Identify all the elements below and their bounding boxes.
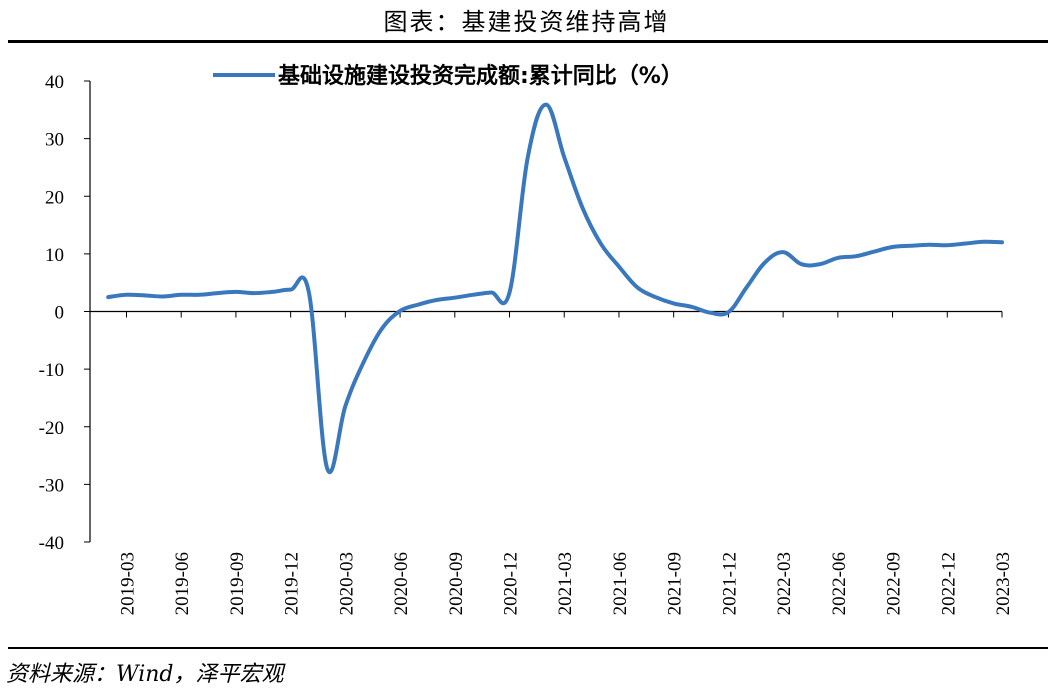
bottom-divider	[8, 647, 1048, 649]
y-tick-label: 30	[45, 130, 64, 151]
legend: 基础设施建设投资完成额:累计同比（%）	[213, 63, 683, 89]
source-note: 资料来源：Wind，泽平宏观	[6, 662, 284, 687]
x-tick-label: 2019-06	[172, 552, 193, 615]
x-tick-label: 2021-03	[555, 552, 576, 615]
y-tick-label: 10	[45, 245, 64, 266]
x-tick-label: 2021-09	[665, 552, 686, 615]
x-tick-label: 2020-03	[336, 552, 357, 615]
x-tick-label: 2022-03	[774, 552, 795, 615]
y-axis-ticks: 40 30 20 10 0 -10 -20 -30 -40	[39, 72, 90, 554]
x-tick-label: 2020-12	[501, 552, 522, 615]
x-axis-ticks: 2019-03 2019-06 2019-09 2019-12 2020-03 2020-…	[117, 311, 1014, 615]
figure-title: 图表：基建投资维持高增	[383, 8, 670, 36]
x-tick-label: 2019-03	[117, 552, 138, 615]
x-tick-label: 2023-03	[993, 552, 1014, 615]
title-divider	[8, 40, 1048, 43]
x-tick-label: 2022-12	[938, 552, 959, 615]
series-lines	[106, 102, 1004, 474]
x-tick-label: 2021-12	[719, 552, 740, 615]
y-tick-label: 20	[45, 187, 64, 208]
x-tick-label: 2020-09	[446, 552, 467, 615]
y-tick-label: -40	[39, 533, 64, 554]
y-tick-label: -10	[39, 360, 64, 381]
x-tick-label: 2022-09	[884, 552, 905, 615]
x-tick-label: 2022-06	[829, 552, 850, 615]
series-line	[106, 102, 1004, 474]
x-tick-label: 2019-12	[282, 552, 303, 615]
y-tick-label: 40	[45, 72, 64, 93]
y-tick-label: 0	[55, 303, 65, 324]
x-tick-label: 2021-06	[610, 552, 631, 615]
x-tick-label: 2019-09	[227, 552, 248, 615]
chart-axes	[89, 81, 1002, 542]
y-tick-label: -30	[39, 475, 64, 496]
y-tick-label: -20	[39, 418, 64, 439]
legend-label: 基础设施建设投资完成额:累计同比（%）	[278, 63, 683, 89]
x-tick-label: 2020-06	[391, 552, 412, 615]
